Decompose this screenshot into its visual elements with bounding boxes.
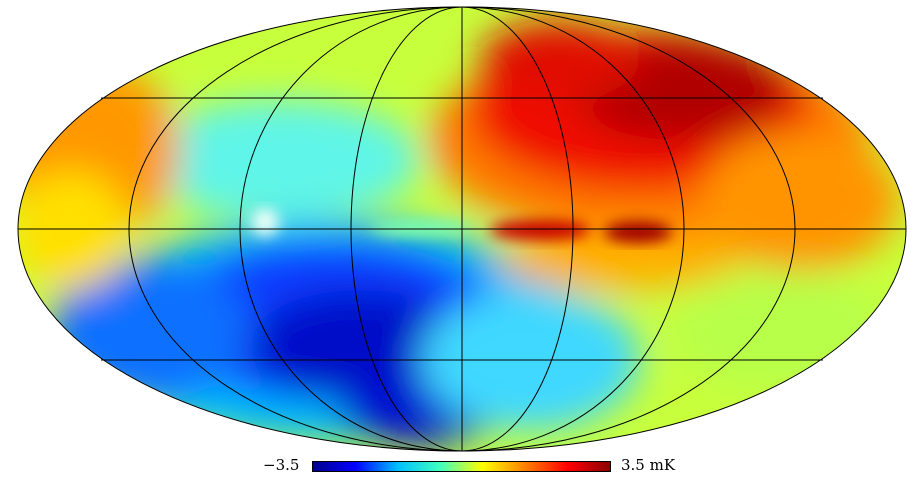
map-boundary — [17, 6, 907, 452]
graticule — [17, 6, 907, 452]
colorbar — [312, 461, 611, 472]
colorbar-max-label: 3.5 mK — [621, 456, 676, 474]
colorbar-min-label: −3.5 — [263, 456, 300, 474]
